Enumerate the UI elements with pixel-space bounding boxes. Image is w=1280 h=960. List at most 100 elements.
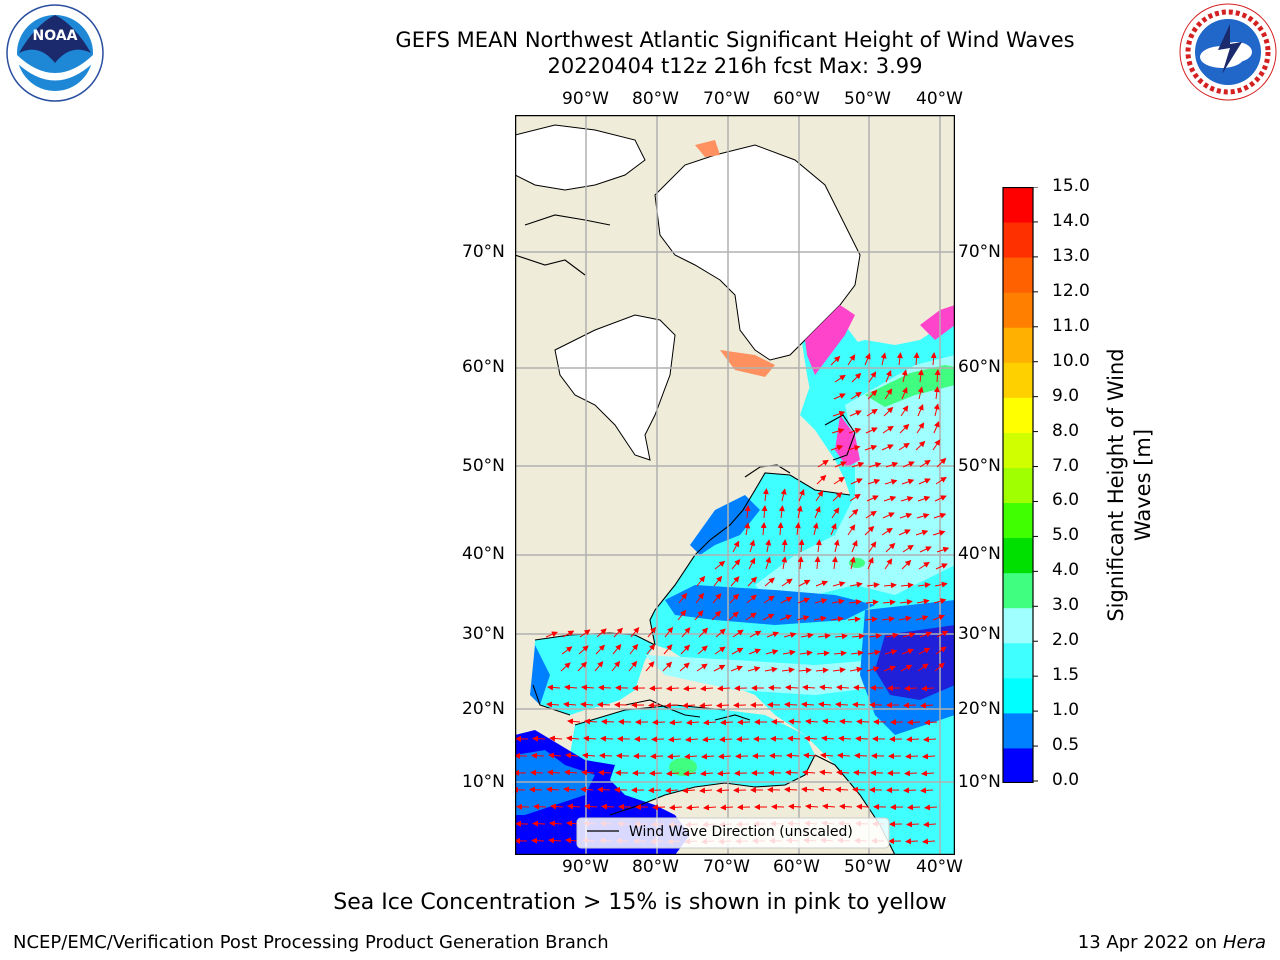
wind-arrow [788, 803, 802, 810]
wind-arrow [832, 667, 846, 674]
wind-arrow [830, 616, 844, 623]
wind-arrow [850, 391, 862, 400]
wind-arrow [781, 667, 795, 674]
wind-arrow [833, 476, 845, 485]
wind-arrow [650, 753, 664, 760]
wind-arrow [717, 685, 731, 692]
wind-arrow [906, 821, 920, 828]
colorbar-segment [1003, 327, 1033, 363]
wind-arrow [666, 685, 680, 692]
wind-arrow [832, 491, 843, 502]
colorbar-tick-label: 6.0 [1052, 490, 1080, 511]
lon-label-bottom-50w: 50°W [844, 857, 891, 877]
wind-arrow [665, 787, 679, 794]
wind-arrow [798, 579, 811, 587]
wind-arrow [797, 556, 804, 570]
wind-arrow [884, 649, 898, 655]
wind-arrow [716, 787, 730, 794]
wind-arrow [764, 666, 778, 673]
wind-arrow [649, 685, 663, 692]
wind-arrow [700, 770, 714, 777]
wind-arrow [837, 752, 851, 759]
colorbar-segment [1003, 677, 1033, 714]
wind-arrow [762, 488, 769, 502]
wind-arrow [546, 786, 560, 793]
wind-arrow [801, 786, 815, 793]
wind-arrow [563, 786, 577, 793]
wind-arrow [529, 786, 543, 793]
wind-arrow [766, 631, 780, 638]
colorbar-segment [1003, 257, 1033, 293]
wind-arrow [918, 478, 931, 485]
wind-arrow [566, 735, 580, 742]
wind-arrow [883, 665, 897, 672]
wind-arrow [696, 663, 708, 672]
wind-arrow [711, 610, 722, 621]
wind-arrow [932, 614, 946, 621]
wind-arrow [835, 701, 849, 708]
wind-arrow [901, 369, 908, 383]
wind-arrow [899, 599, 913, 606]
wind-arrow [728, 611, 739, 621]
wind-arrow [904, 770, 918, 777]
wind-arrow [883, 495, 897, 502]
wind-arrow [601, 718, 615, 725]
wind-arrow [847, 354, 856, 366]
wind-arrow [720, 719, 734, 726]
wind-arrow [885, 542, 896, 553]
wind-arrow [834, 374, 846, 383]
map-legend: Wind Wave Direction (unscaled) [576, 817, 890, 849]
lon-label-top-90w: 90°W [562, 89, 609, 109]
wave-band-light [755, 355, 955, 605]
wind-arrow [745, 612, 757, 621]
wind-arrow [918, 647, 931, 655]
wind-arrow [903, 702, 917, 709]
wind-arrow [924, 804, 938, 811]
wind-arrow [582, 752, 596, 759]
wind-arrow [905, 838, 919, 845]
wind-arrow [916, 598, 930, 605]
wind-arrow [594, 661, 604, 672]
wind-arrow [898, 442, 910, 451]
wind-arrow [646, 643, 656, 655]
wind-arrow [832, 410, 846, 417]
wind-arrow [597, 786, 611, 793]
wind-arrow [731, 647, 744, 655]
colorbar-label: Significant Height of Wind Waves [m] [1104, 348, 1155, 622]
wind-arrow [885, 369, 892, 383]
wind-arrow [902, 632, 916, 638]
arctic-ice [515, 124, 646, 191]
wind-arrow [915, 529, 929, 536]
wind-arrow [611, 660, 621, 672]
lat-label-right-30n: 30°N [958, 624, 1001, 644]
colorbar [1002, 187, 1038, 783]
colorbar-tick-label: 10.0 [1052, 350, 1090, 371]
wind-arrow [760, 522, 767, 536]
wind-arrow [703, 719, 717, 726]
map-panel: Wind Wave Direction (unscaled) [515, 115, 955, 855]
wind-arrow [562, 630, 575, 638]
colorbar-segment [1003, 222, 1033, 258]
wind-arrow [683, 770, 697, 777]
wind-arrow [780, 488, 787, 502]
wind-arrow [667, 753, 681, 760]
wind-arrow [915, 615, 929, 621]
noaa-logo-text: NOAA [33, 28, 78, 44]
wind-arrow [831, 598, 845, 605]
wind-arrow [934, 369, 941, 383]
wind-arrow [815, 490, 824, 502]
wind-arrow [798, 488, 805, 502]
hudson-bay-ice [554, 314, 676, 461]
wind-arrow [864, 352, 871, 366]
wind-arrow [936, 630, 949, 638]
wind-arrow [652, 719, 666, 726]
lat-label-right-20n: 20°N [958, 699, 1001, 719]
wind-arrow [814, 505, 821, 519]
wind-arrow [630, 627, 640, 638]
wind-arrow [564, 684, 578, 691]
wind-arrow [934, 581, 948, 588]
colorbar-segment [1003, 432, 1033, 468]
wind-arrow [596, 628, 607, 638]
wind-arrow [550, 803, 564, 810]
colorbar-tick-label: 12.0 [1052, 280, 1090, 301]
